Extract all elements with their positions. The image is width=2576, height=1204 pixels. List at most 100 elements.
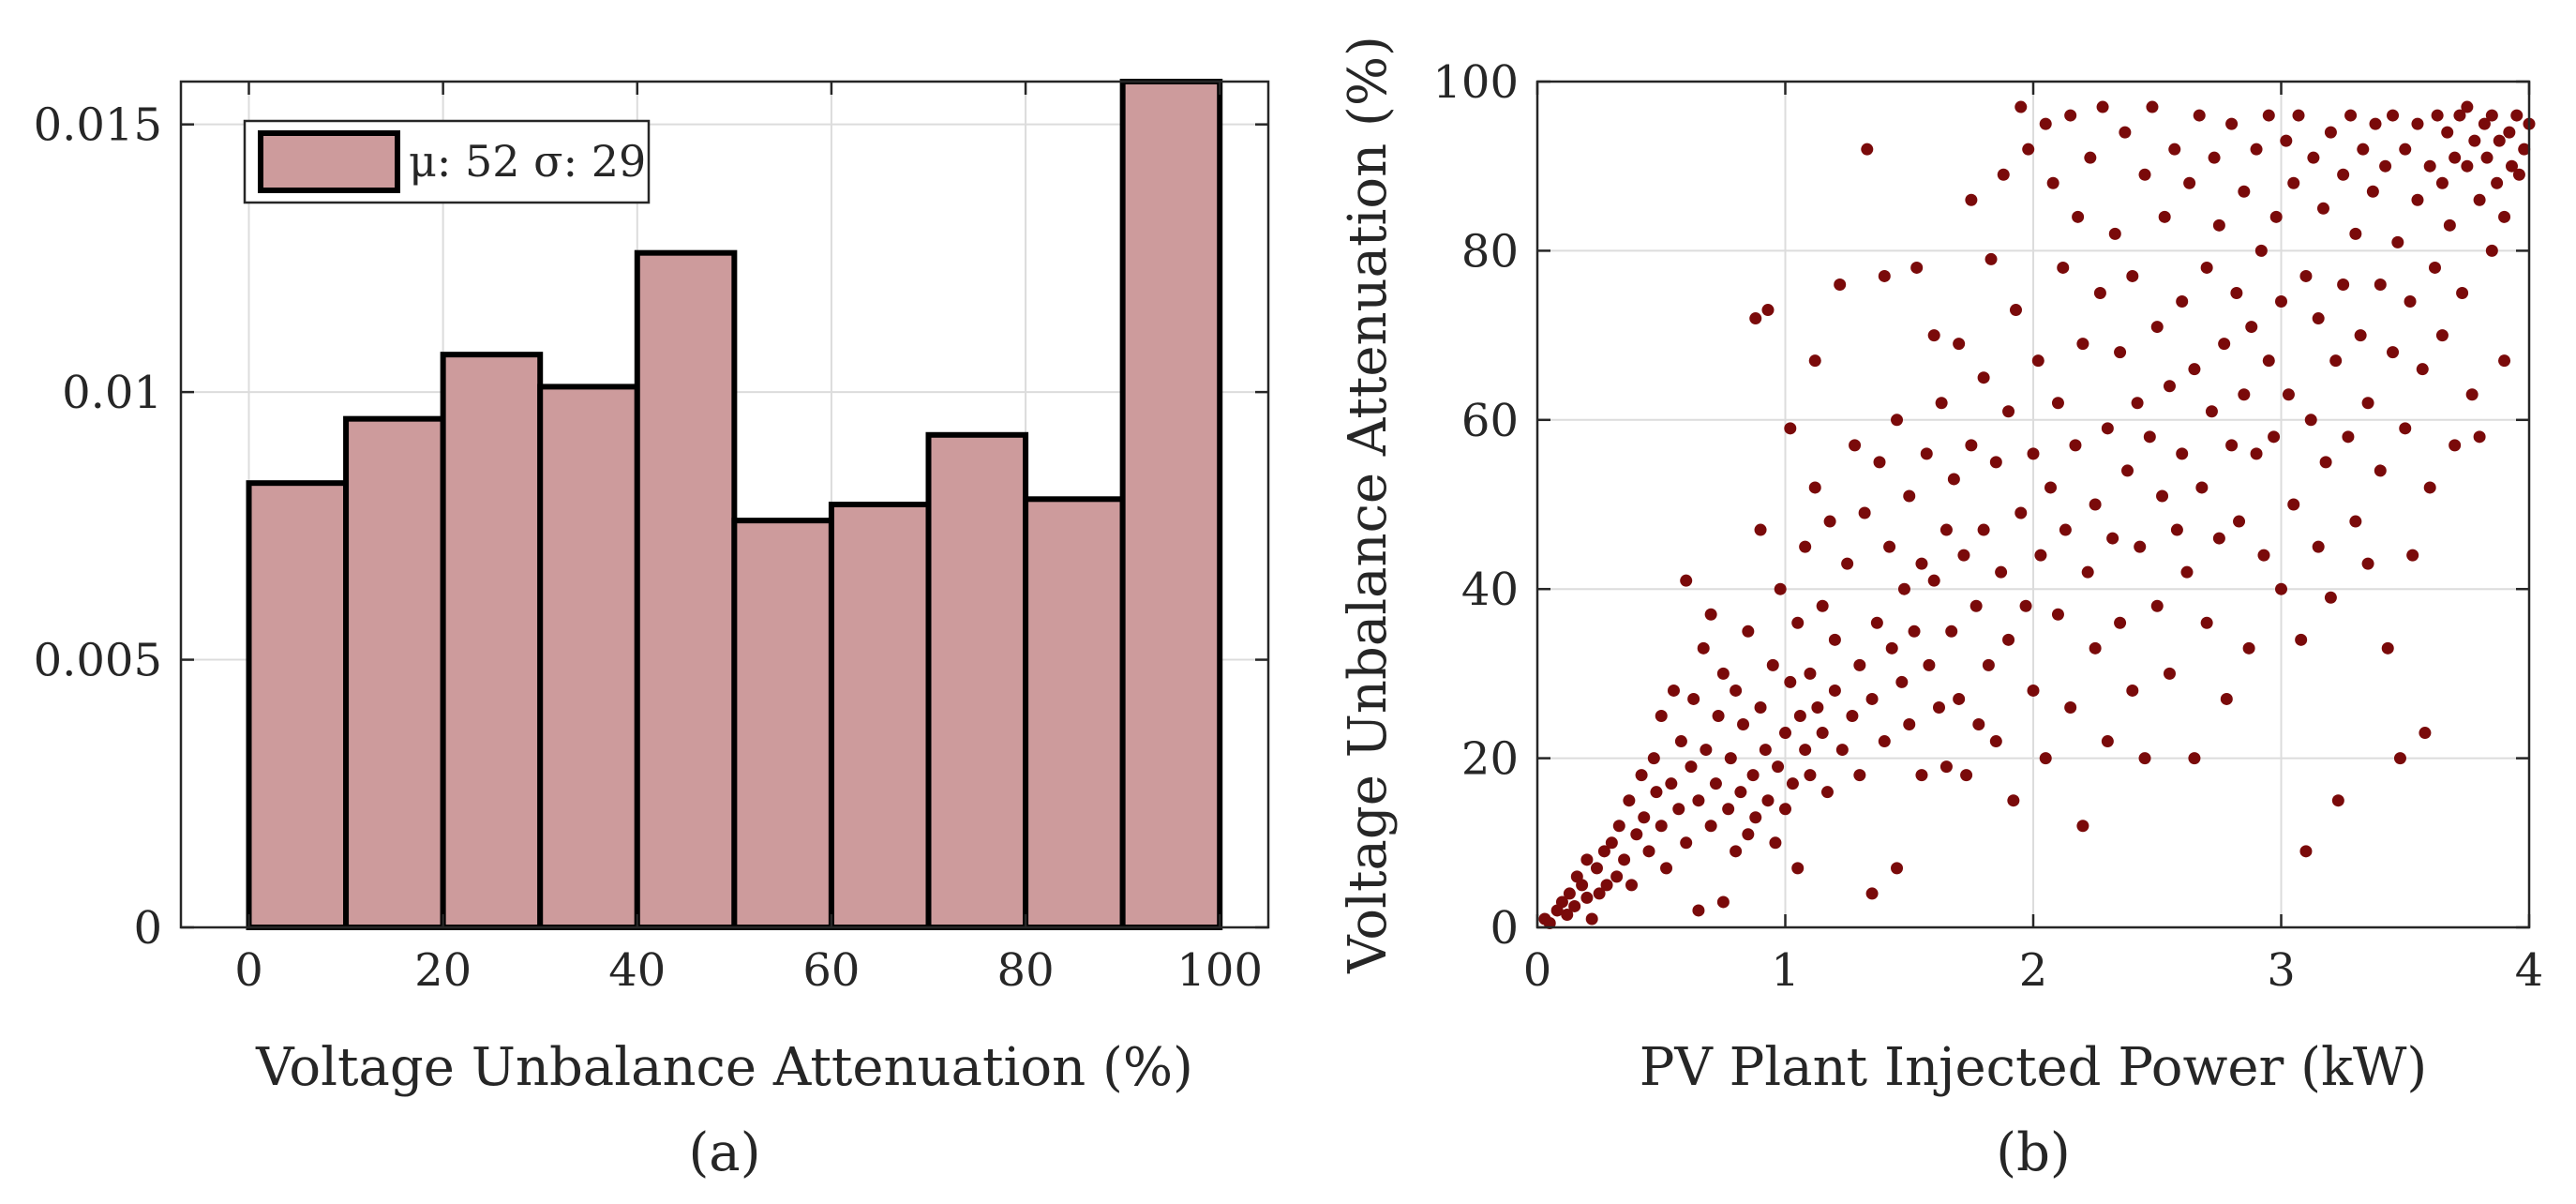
histogram-panel: 0 20 40 60 80 100 0 0.005 0.01 0.015 μ: 52 σ: 29… xyxy=(34,79,1270,1183)
scatter-point xyxy=(2275,582,2287,595)
scatter-point xyxy=(1704,608,1717,621)
scatter-point xyxy=(1730,845,1743,858)
scatter-point xyxy=(2046,176,2059,189)
scatter-point xyxy=(2491,176,2504,189)
scatter-point xyxy=(1761,794,1775,807)
scatter-point xyxy=(2416,363,2429,376)
scatter-point xyxy=(2059,523,2072,536)
scatter-point xyxy=(1965,193,1978,206)
scatter-point xyxy=(1700,744,1713,757)
scatter-point xyxy=(1672,803,1685,816)
scatter-point xyxy=(2299,845,2313,858)
scatter-point xyxy=(1920,447,1933,460)
histogram-bar xyxy=(1119,79,1223,930)
x-tick-label: 60 xyxy=(802,944,860,997)
scatter-point xyxy=(2423,159,2436,173)
scatter-point xyxy=(1685,760,1698,774)
scatter-point xyxy=(2007,794,2020,807)
scatter-point xyxy=(1610,870,1624,883)
scatter-point xyxy=(2443,218,2456,232)
scatter-point xyxy=(1997,168,2010,181)
scatter-point xyxy=(2014,506,2028,519)
y-tick-label: 80 xyxy=(1461,225,1519,278)
scatter-point xyxy=(2337,168,2350,181)
scatter-point xyxy=(2039,117,2052,130)
scatter-point xyxy=(2150,599,2164,612)
histogram-bar xyxy=(246,480,350,930)
scatter-point xyxy=(1977,523,1990,536)
x-tick-label: 80 xyxy=(997,944,1055,997)
scatter-point xyxy=(2230,287,2243,299)
scatter-point xyxy=(1820,786,1834,799)
y-tick-label: 20 xyxy=(1461,733,1519,786)
scatter-point xyxy=(1897,582,1910,595)
scatter-point xyxy=(2374,278,2387,291)
scatter-point xyxy=(2143,430,2156,444)
scatter-point xyxy=(1799,744,1812,757)
scatter-point xyxy=(1734,786,1747,799)
scatter-point xyxy=(1568,899,1581,912)
scatter-point xyxy=(1895,675,1909,688)
scatter-point xyxy=(1853,658,1866,671)
scatter-point xyxy=(2188,363,2201,376)
scatter-point xyxy=(2280,134,2293,147)
scatter-point xyxy=(1816,599,1829,612)
legend-label: μ: 52 σ: 29 xyxy=(409,136,646,187)
scatter-point xyxy=(2245,321,2258,334)
scatter-point xyxy=(1612,820,1625,833)
scatter-point xyxy=(2106,532,2119,545)
scatter-point xyxy=(2307,151,2320,164)
scatter-point xyxy=(2357,143,2370,156)
scatter-point xyxy=(2262,109,2275,122)
scatter-point xyxy=(2089,498,2102,511)
scatter-point xyxy=(1828,633,1841,646)
scatter-point xyxy=(2268,430,2281,444)
histogram-bar xyxy=(925,431,1029,931)
scatter-point xyxy=(2387,109,2400,122)
scatter-point xyxy=(2225,117,2239,130)
scatter-point xyxy=(2399,422,2412,435)
scatter-point xyxy=(2119,126,2132,139)
scatter-point xyxy=(1774,582,1787,595)
scatter-point xyxy=(1939,523,1953,536)
histogram-y-ticks: 0 0.005 0.01 0.015 xyxy=(34,99,1268,955)
scatter-point xyxy=(1799,540,1812,553)
scatter-point xyxy=(1786,777,1799,790)
scatter-point xyxy=(2254,244,2268,257)
scatter-point xyxy=(2512,168,2525,181)
histogram-legend: μ: 52 σ: 29 xyxy=(243,119,651,204)
scatter-point xyxy=(1709,777,1722,790)
scatter-point xyxy=(1779,727,1791,740)
scatter-point xyxy=(2374,464,2387,477)
scatter-point xyxy=(2411,117,2424,130)
histogram-x-axis-label: Voltage Unbalance Attenuation (%) xyxy=(255,1037,1193,1098)
scatter-point xyxy=(2084,151,2097,164)
y-tick-label: 0.015 xyxy=(34,99,162,152)
scatter-point xyxy=(1667,684,1680,697)
scatter-point xyxy=(1730,684,1743,697)
scatter-point xyxy=(2387,346,2400,359)
scatter-point xyxy=(1858,506,1871,519)
scatter-point xyxy=(1623,794,1636,807)
scatter-point xyxy=(2034,549,2047,562)
scatter-point xyxy=(2428,261,2441,274)
scatter-point xyxy=(2002,633,2015,646)
scatter-point xyxy=(1759,744,1772,757)
scatter-point xyxy=(1903,489,1916,503)
scatter-point xyxy=(1749,811,1762,824)
scatter-point xyxy=(2138,168,2151,181)
scatter-point xyxy=(2449,151,2462,164)
y-tick-label: 100 xyxy=(1432,56,1519,109)
scatter-point xyxy=(1841,557,1854,570)
scatter-point xyxy=(1885,641,1898,655)
scatter-point xyxy=(2163,380,2176,393)
scatter-point xyxy=(1878,735,1891,748)
scatter-point xyxy=(2163,667,2176,680)
scatter-point xyxy=(2168,143,2181,156)
y-tick-label: 0 xyxy=(133,902,162,955)
scatter-point xyxy=(1935,397,1948,410)
histogram-bar xyxy=(731,518,834,930)
scatter-y-ticks: 0 20 40 60 80 100 xyxy=(1432,56,2529,955)
scatter-point xyxy=(1605,836,1618,850)
scatter-point xyxy=(2329,354,2343,368)
